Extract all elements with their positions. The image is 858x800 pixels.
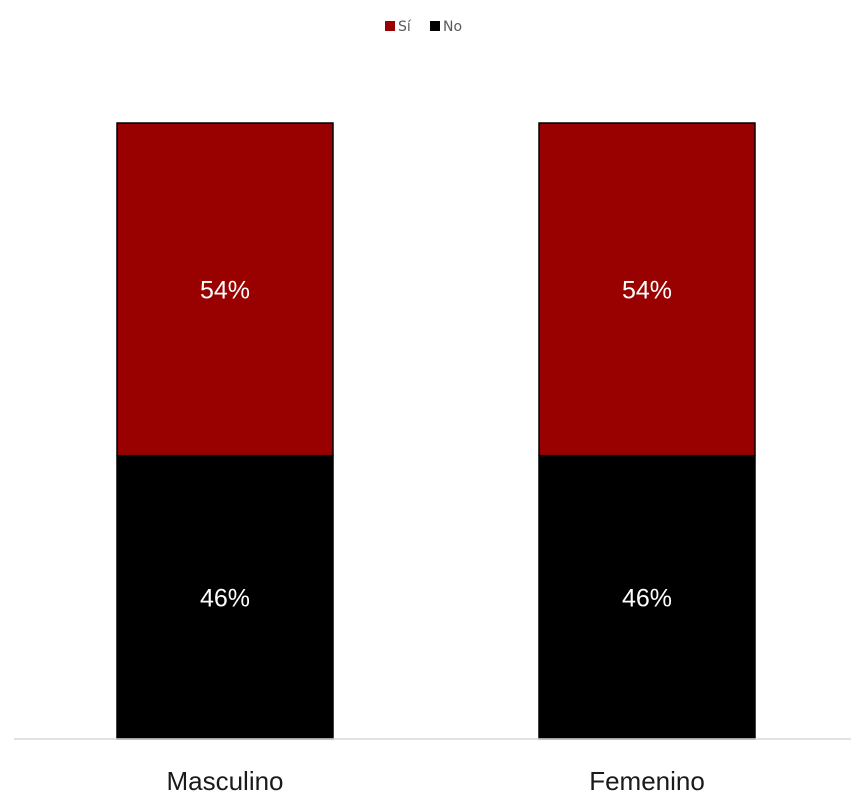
category-label-femenino: Femenino xyxy=(589,766,705,796)
data-label-masculino-si: 54% xyxy=(200,276,250,304)
data-label-masculino-no: 46% xyxy=(200,584,250,612)
legend-label-no: No xyxy=(443,19,462,35)
legend-swatch-si xyxy=(385,21,395,31)
bar-masculino-si xyxy=(116,122,334,457)
data-label-femenino-si: 54% xyxy=(622,276,672,304)
legend-label-si: Sí xyxy=(398,19,412,35)
data-label-femenino-no: 46% xyxy=(622,584,672,612)
bar-masculino-no xyxy=(116,454,334,740)
category-label-masculino: Masculino xyxy=(166,766,283,796)
category-labels: Masculino Femenino xyxy=(166,766,704,796)
bar-femenino-si xyxy=(538,122,756,457)
legend-swatch-no xyxy=(430,21,440,31)
bars-group: 46% 54% 46% 54% xyxy=(116,122,756,740)
legend: Sí No xyxy=(385,19,462,35)
